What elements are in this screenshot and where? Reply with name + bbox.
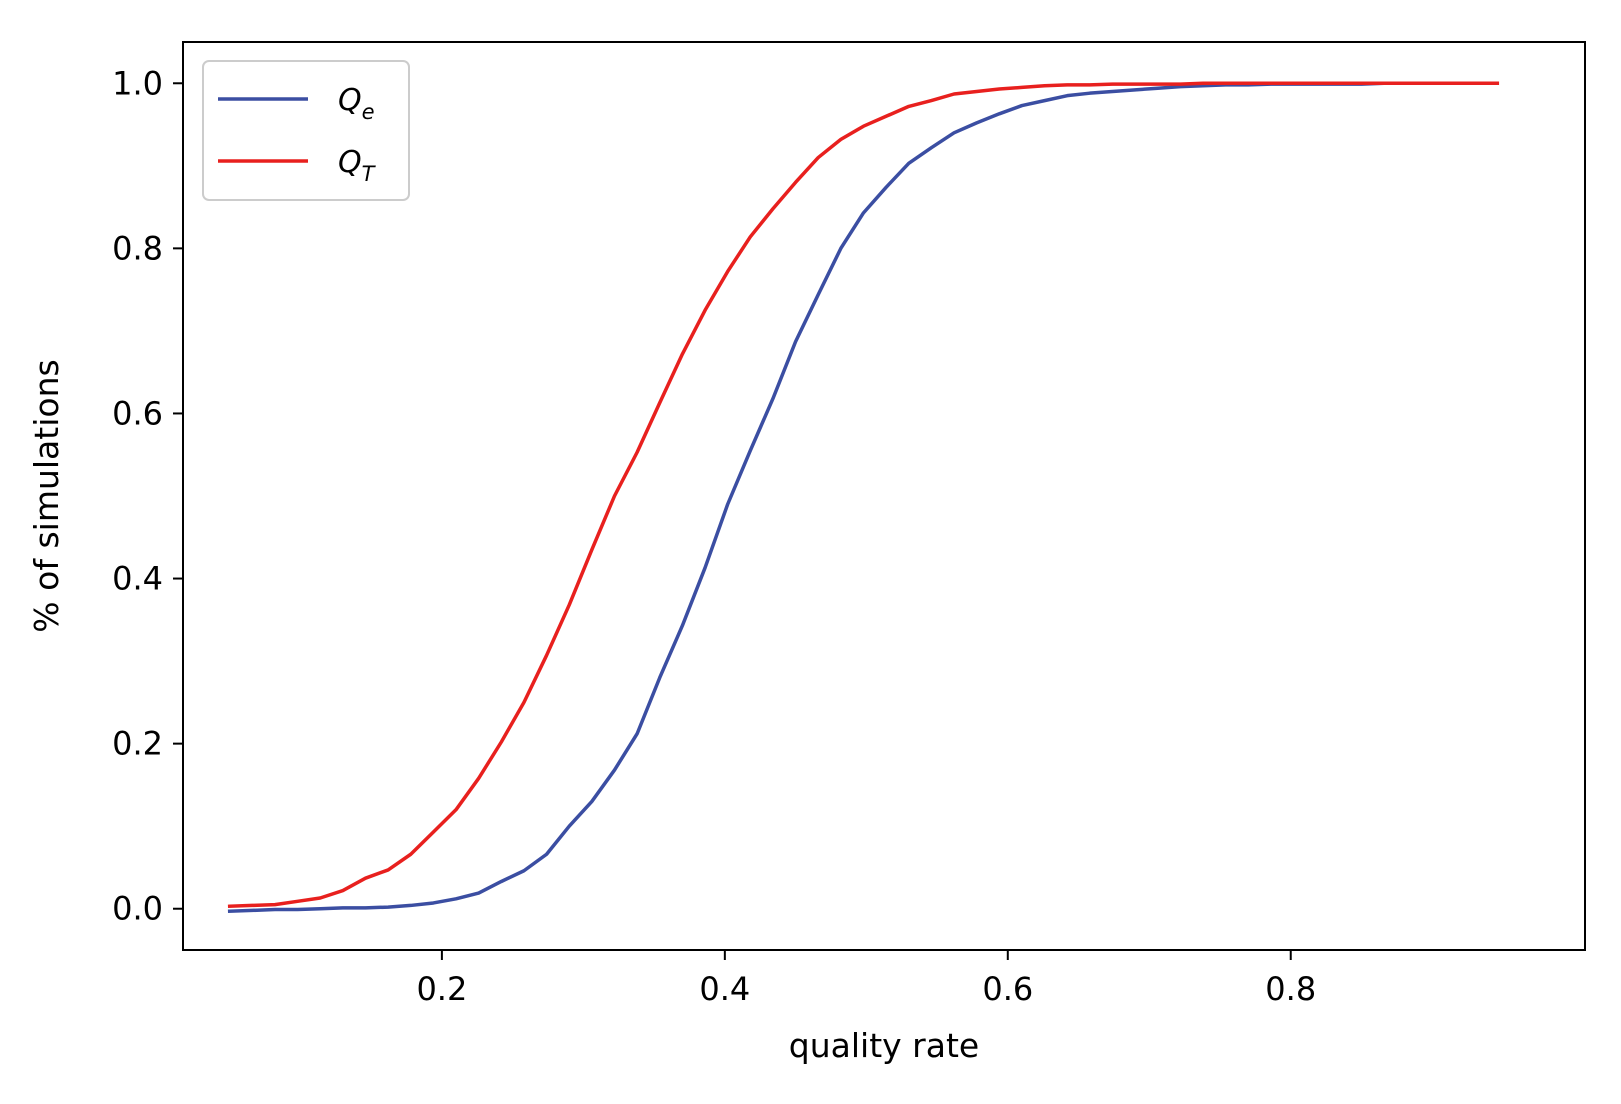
x-tick-label: 0.8 <box>1265 970 1316 1008</box>
y-tick-label: 1.0 <box>112 64 163 102</box>
y-tick-label: 0.4 <box>112 560 163 598</box>
series-line-q-t <box>227 81 1500 909</box>
legend-box <box>202 60 410 201</box>
x-tick-label: 0.4 <box>699 970 750 1008</box>
plot-area-frame <box>182 41 1586 951</box>
y-tick-label: 0.6 <box>112 394 163 432</box>
series-layer <box>227 81 1500 914</box>
legend-label-main: Q <box>338 83 362 118</box>
x-tick-label: 0.2 <box>416 970 467 1008</box>
legend-label-q-e: Qe <box>338 83 375 124</box>
y-tick-label: 0.2 <box>112 725 163 763</box>
x-tick-label: 0.6 <box>982 970 1033 1008</box>
y-tick-label: 0.8 <box>112 229 163 267</box>
y-tick-label: 0.0 <box>112 890 163 928</box>
legend-label-subscript: T <box>362 162 377 186</box>
x-axis: 0.2 0.4 0.6 0.8 <box>416 950 1316 1008</box>
legend-label-main: Q <box>338 145 362 180</box>
x-axis-label: quality rate <box>789 1026 979 1065</box>
legend-label-q-t: QT <box>338 145 377 186</box>
y-axis: 0.0 0.2 0.4 0.6 0.8 1.0 <box>112 64 183 928</box>
legend-label-subscript: e <box>362 100 375 124</box>
y-axis-label: % of simulations <box>27 359 66 632</box>
